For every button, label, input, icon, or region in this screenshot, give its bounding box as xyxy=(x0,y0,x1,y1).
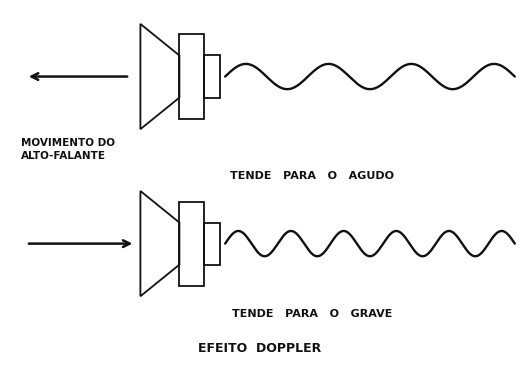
Bar xyxy=(204,223,220,265)
Text: MOVIMENTO DO
ALTO-FALANTE: MOVIMENTO DO ALTO-FALANTE xyxy=(21,138,115,161)
Text: TENDE   PARA   O   AGUDO: TENDE PARA O AGUDO xyxy=(230,171,394,181)
Bar xyxy=(204,56,220,98)
Text: TENDE   PARA   O   GRAVE: TENDE PARA O GRAVE xyxy=(232,309,392,319)
Bar xyxy=(179,35,204,118)
Bar xyxy=(179,202,204,286)
Text: EFEITO  DOPPLER: EFEITO DOPPLER xyxy=(198,342,322,355)
